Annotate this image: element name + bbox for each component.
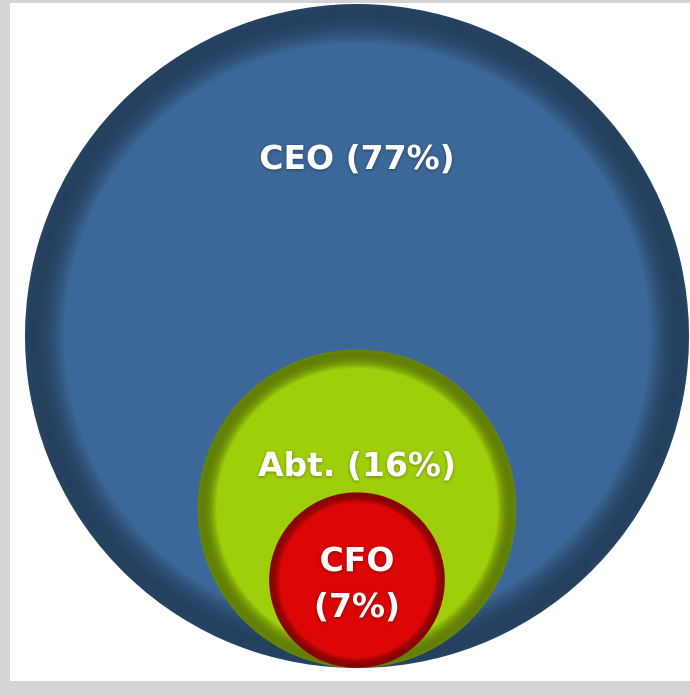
value-label: CEO (77%) [259, 138, 455, 177]
value-label: Abt. (16%) [257, 445, 457, 484]
circle-shade [269, 492, 445, 668]
value-label: CFO (7%) [313, 540, 401, 625]
circle-shade [25, 4, 689, 668]
